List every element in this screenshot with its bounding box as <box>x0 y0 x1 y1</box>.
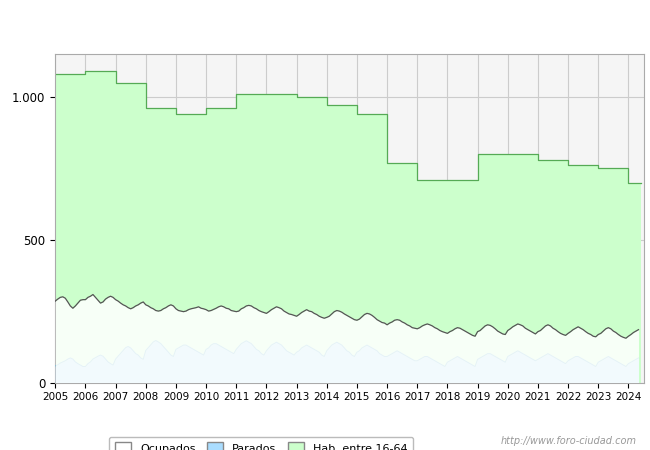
Text: http://www.foro-ciudad.com: http://www.foro-ciudad.com <box>501 436 637 446</box>
Text: Fuentes de Oñoro - Evolucion de la poblacion en edad de Trabajar Mayo de 2024: Fuentes de Oñoro - Evolucion de la pobla… <box>30 16 620 31</box>
Legend: Ocupados, Parados, Hab. entre 16-64: Ocupados, Parados, Hab. entre 16-64 <box>109 436 413 450</box>
